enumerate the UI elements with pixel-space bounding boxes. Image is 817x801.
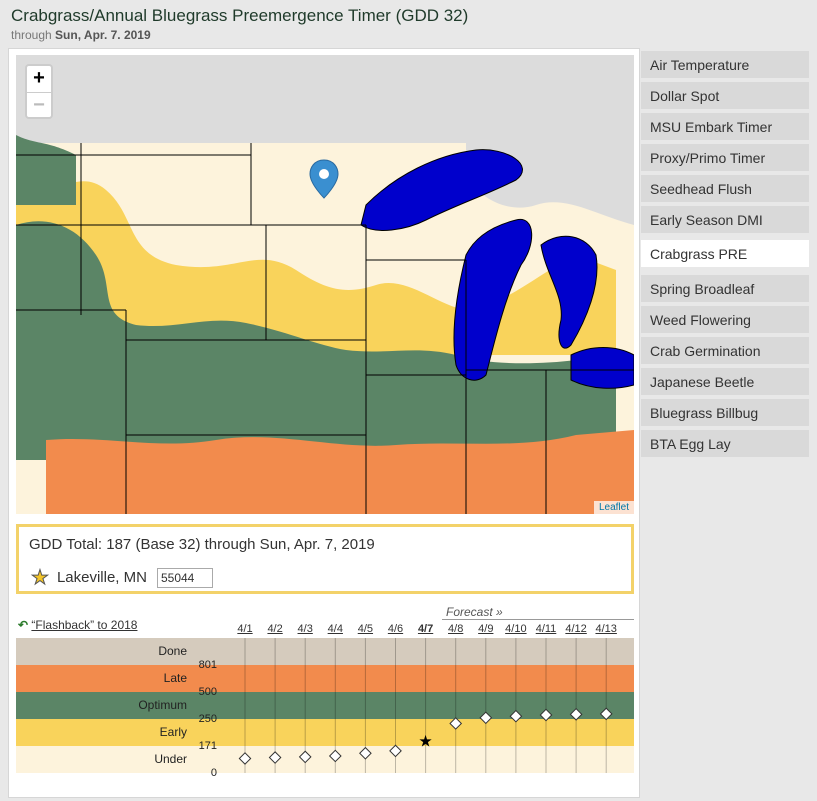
forecast-label: Forecast » xyxy=(446,605,503,619)
flashback-link[interactable]: “Flashback” to 2018 xyxy=(31,618,138,632)
band-done xyxy=(16,638,634,665)
late-zone xyxy=(46,430,634,514)
band-label: Done xyxy=(158,644,187,658)
sidebar-item[interactable]: Crabgrass PRE xyxy=(641,240,809,267)
zoom-control: + − xyxy=(25,64,53,119)
lake-erie xyxy=(570,347,634,389)
lake-superior xyxy=(360,149,523,231)
gdd-map[interactable]: Leaflet xyxy=(16,55,634,514)
page-header: Crabgrass/Annual Bluegrass Preemergence … xyxy=(11,6,468,42)
gdd-point xyxy=(359,746,372,760)
threshold-label: 171 xyxy=(198,740,217,752)
day-label[interactable]: 4/3 xyxy=(297,623,313,635)
sidebar-item[interactable]: MSU Embark Timer xyxy=(641,113,809,140)
location-row: ★ Lakeville, MN 55044 xyxy=(31,565,213,590)
sidebar-item[interactable]: Early Season DMI xyxy=(641,206,809,233)
threshold-label: 500 xyxy=(198,686,217,698)
gdd-info-box: GDD Total: 187 (Base 32) through Sun, Ap… xyxy=(16,524,634,594)
band-early xyxy=(16,719,634,746)
gdd-point xyxy=(539,708,553,722)
sidebar-item[interactable]: Seedhead Flush xyxy=(641,175,809,202)
sidebar-item[interactable]: Proxy/Primo Timer xyxy=(641,144,809,171)
day-label[interactable]: 4/9 xyxy=(478,623,494,635)
zoom-in-button[interactable]: + xyxy=(33,67,45,89)
day-label[interactable]: 4/8 xyxy=(448,623,464,635)
flashback-row: ↶ “Flashback” to 2018 xyxy=(18,618,137,632)
sidebar-item[interactable]: BTA Egg Lay xyxy=(641,430,809,457)
day-label[interactable]: 4/2 xyxy=(267,623,283,635)
leaflet-attribution[interactable]: Leaflet xyxy=(593,501,634,514)
gdd-point xyxy=(268,751,282,764)
map-location-marker xyxy=(309,159,339,199)
map-blank-area xyxy=(16,55,634,143)
day-label[interactable]: 4/12 xyxy=(565,623,587,635)
location-name: Lakeville, MN xyxy=(56,569,147,586)
through-date-line: through Sun, Apr. 7. 2019 xyxy=(11,28,468,42)
gdd-point xyxy=(328,749,342,763)
band-under xyxy=(16,746,634,773)
zip-input[interactable]: 55044 xyxy=(156,567,213,588)
gdd-point xyxy=(449,717,463,730)
day-label[interactable]: 4/7 xyxy=(417,623,434,635)
lake-michigan xyxy=(453,219,533,381)
lake-huron xyxy=(540,235,598,349)
threshold-label: 0 xyxy=(210,767,217,779)
through-prefix: through xyxy=(11,28,52,42)
optimum-zone-north xyxy=(16,135,76,205)
day-label[interactable]: 4/10 xyxy=(505,623,527,635)
band-label: Optimum xyxy=(138,698,187,712)
day-label[interactable]: 4/13 xyxy=(595,623,617,635)
gdd-point xyxy=(298,750,312,764)
band-optimum xyxy=(16,692,634,719)
page-title: Crabgrass/Annual Bluegrass Preemergence … xyxy=(11,6,469,25)
gdd-point xyxy=(389,744,402,758)
state-borders xyxy=(16,143,634,514)
forecast-line xyxy=(442,619,634,620)
sidebar-item[interactable]: Spring Broadleaf xyxy=(641,275,809,302)
band-late xyxy=(16,665,634,692)
sidebar-item[interactable]: Japanese Beetle xyxy=(641,368,809,395)
day-label[interactable]: 4/4 xyxy=(327,623,343,635)
day-label[interactable]: 4/11 xyxy=(535,623,557,635)
day-label[interactable]: 4/6 xyxy=(387,623,404,635)
gdd-point xyxy=(479,711,493,725)
band-label: Under xyxy=(154,752,187,766)
band-label: Early xyxy=(159,725,187,739)
sidebar-item[interactable]: Dollar Spot xyxy=(641,82,809,109)
band-label: Late xyxy=(163,671,187,685)
day-label[interactable]: 4/1 xyxy=(237,623,253,635)
zoom-out-button[interactable]: − xyxy=(27,92,51,118)
sidebar-item[interactable]: Bluegrass Billbug xyxy=(641,399,809,426)
gdd-point xyxy=(569,707,583,721)
sidebar-item[interactable]: Crab Germination xyxy=(641,337,809,364)
current-day-star-marker: ★ xyxy=(418,732,432,751)
sidebar-item[interactable]: Weed Flowering xyxy=(641,306,809,333)
threshold-label: 250 xyxy=(198,713,217,725)
gdd-total-text: GDD Total: 187 (Base 32) through Sun, Ap… xyxy=(29,536,375,553)
sidebar-item[interactable]: Air Temperature xyxy=(641,51,809,78)
favorite-star-icon[interactable]: ★ xyxy=(31,567,50,590)
back-arrow-icon: ↶ xyxy=(18,618,29,632)
gdd-point xyxy=(509,709,523,723)
threshold-label: 801 xyxy=(198,659,217,671)
day-label[interactable]: 4/5 xyxy=(357,623,374,635)
sidebar: Air Temperature Dollar Spot MSU Embark Tim… xyxy=(641,51,809,461)
map-canvas[interactable] xyxy=(16,55,634,514)
gdd-point xyxy=(238,752,252,765)
through-date: Sun, Apr. 7. 2019 xyxy=(55,28,151,42)
gdd-point xyxy=(599,707,613,721)
